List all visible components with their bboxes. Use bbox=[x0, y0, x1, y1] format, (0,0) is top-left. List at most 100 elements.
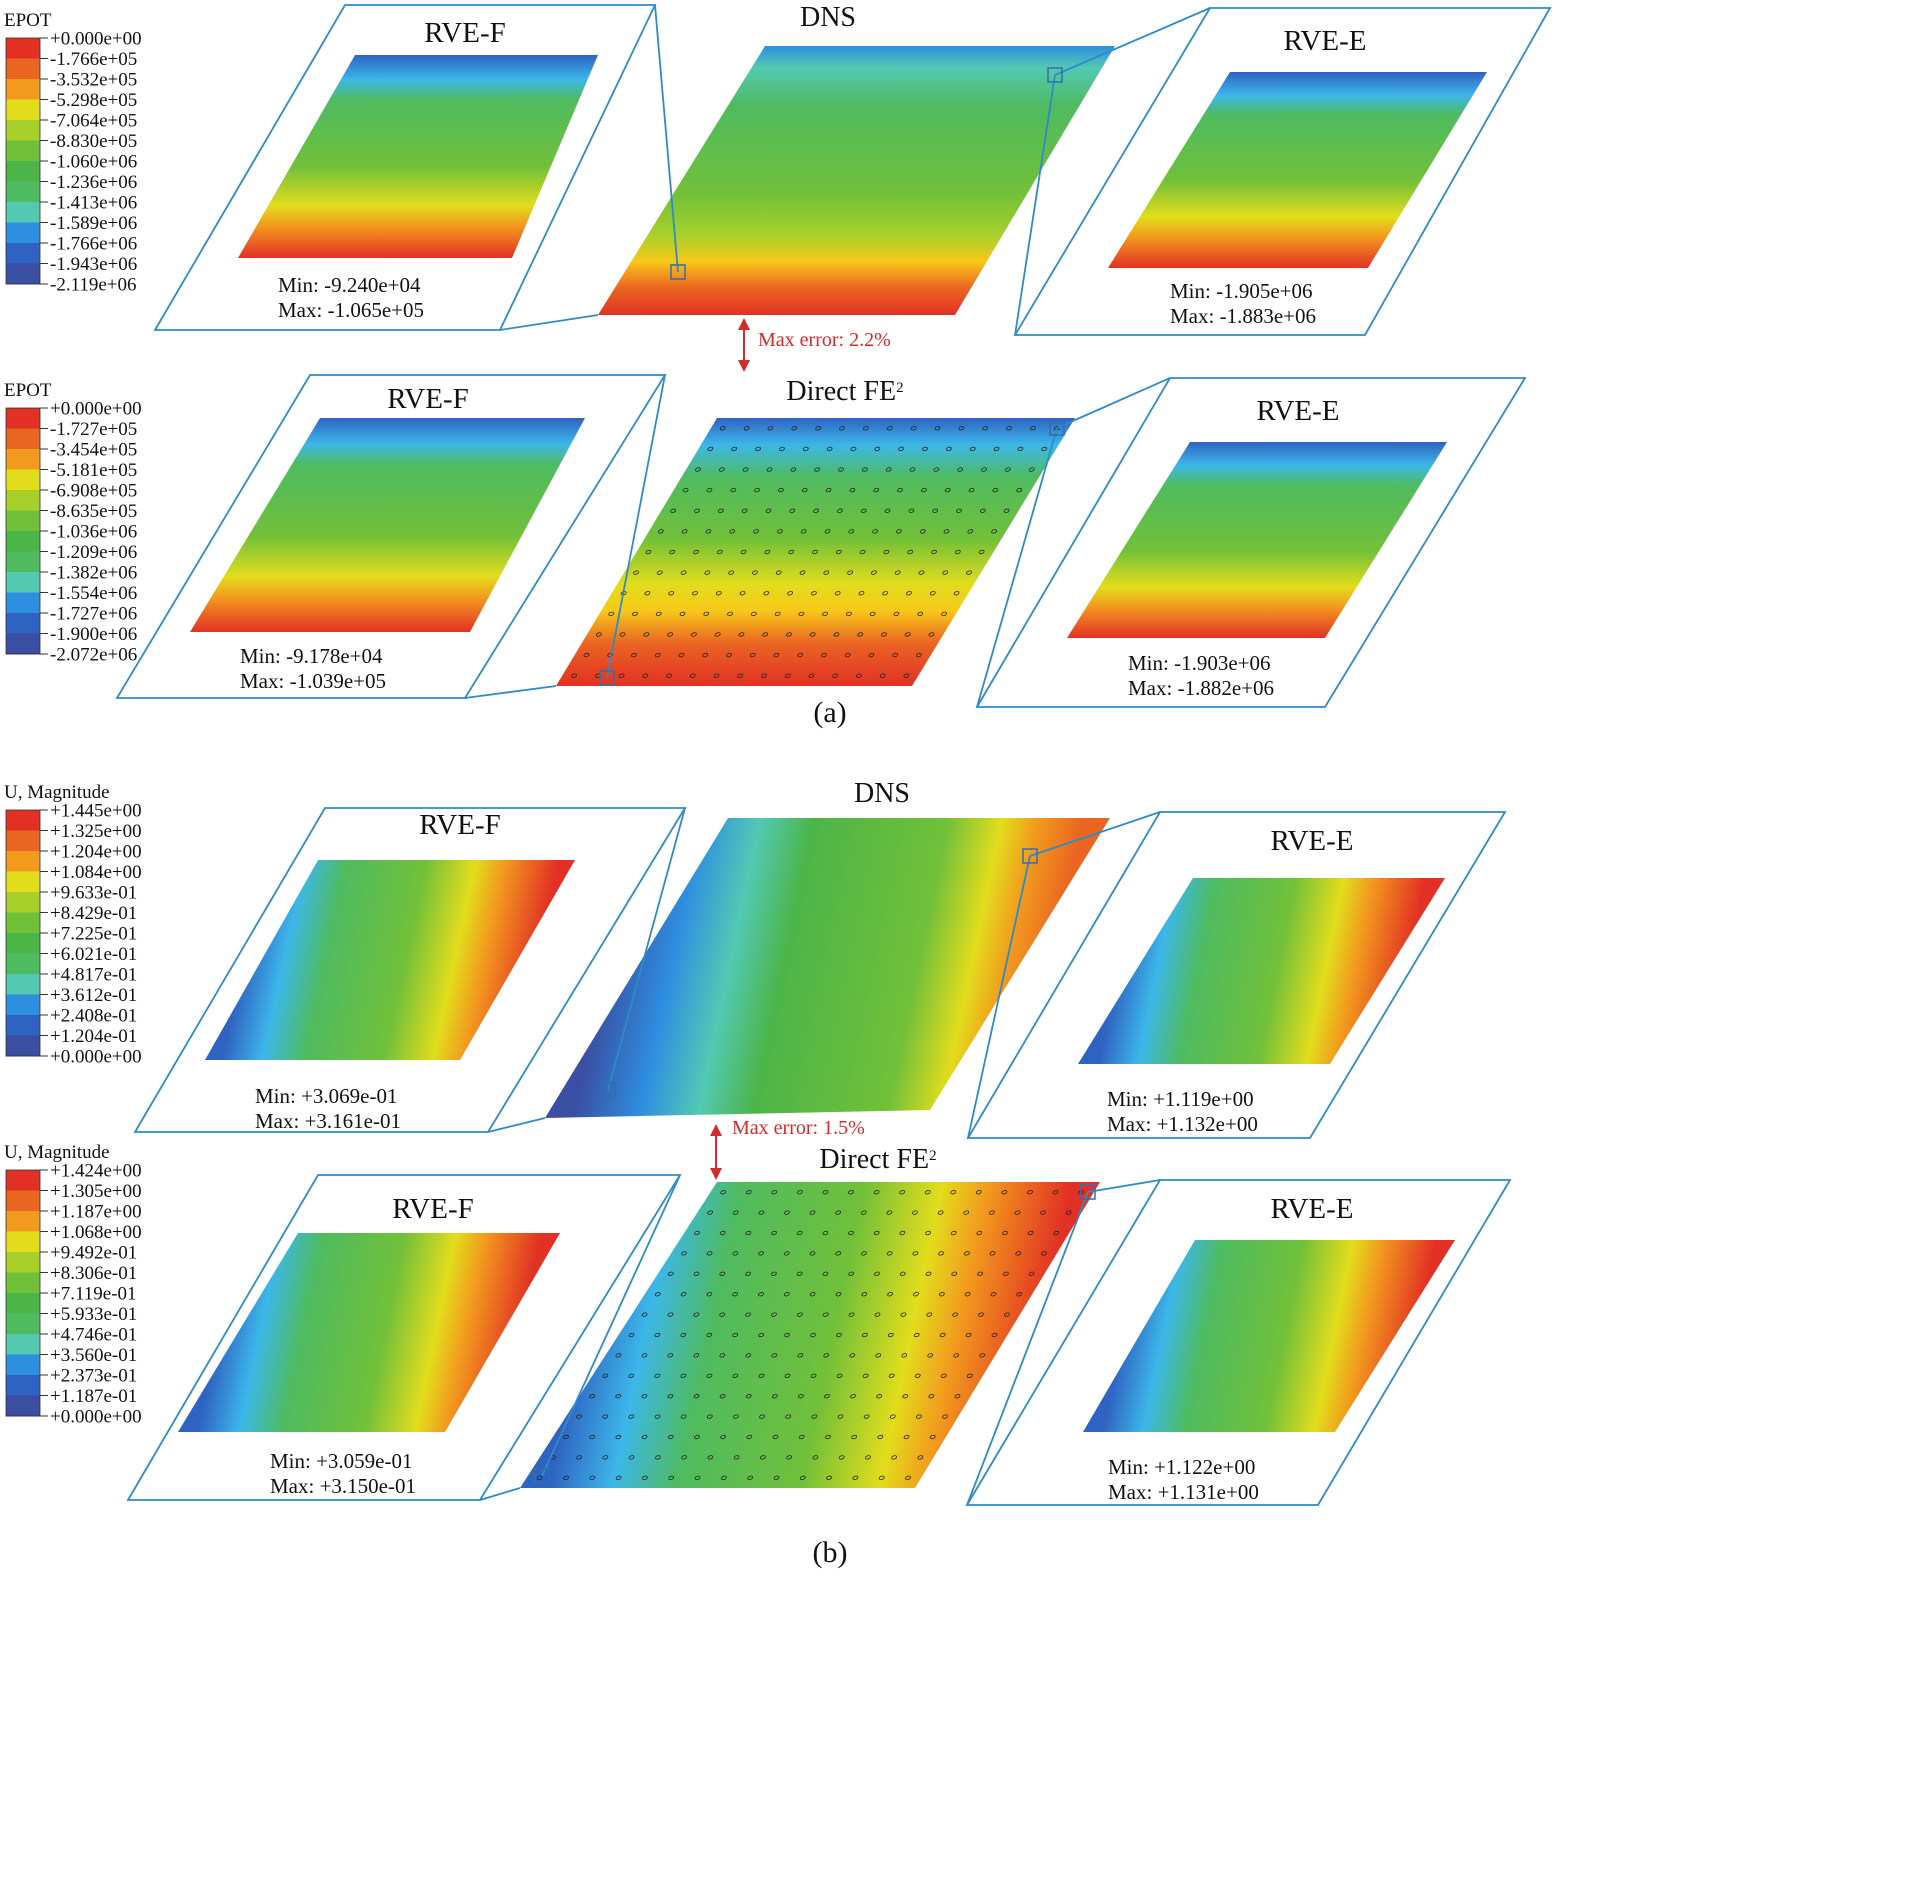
microstructure-inclusion-mark bbox=[992, 488, 999, 493]
microstructure-inclusion-mark bbox=[966, 1373, 973, 1378]
microstructure-inclusion-mark bbox=[758, 1251, 764, 1256]
microstructure-inclusion-mark bbox=[810, 591, 817, 596]
microstructure-inclusion-mark bbox=[563, 1475, 569, 1480]
microstructure-inclusion-mark bbox=[966, 570, 972, 575]
microstructure-inclusion-mark bbox=[773, 652, 780, 658]
microstructure-inclusion-mark bbox=[743, 426, 750, 431]
microstructure-inclusion-mark bbox=[904, 632, 911, 637]
microstructure-inclusion-mark bbox=[914, 1373, 921, 1378]
colorbar-swatch bbox=[6, 613, 40, 634]
microstructure-inclusion-mark bbox=[796, 1230, 803, 1236]
zoom-connector-line bbox=[499, 314, 599, 331]
microstructure-inclusion-mark bbox=[964, 1292, 971, 1297]
microstructure-inclusion-mark bbox=[909, 467, 916, 472]
microstructure-inclusion-mark bbox=[680, 570, 687, 575]
microstructure-inclusion-mark bbox=[941, 611, 947, 616]
microstructure-inclusion-mark bbox=[919, 529, 926, 534]
microstructure-inclusion-mark bbox=[989, 1251, 996, 1256]
microstructure-inclusion-mark bbox=[783, 1292, 790, 1297]
microstructure-inclusion-mark bbox=[933, 467, 940, 472]
microstructure-inclusion-mark bbox=[812, 1455, 819, 1460]
zoom-connector-line bbox=[976, 427, 1058, 708]
microstructure-inclusion-mark bbox=[791, 426, 798, 431]
microstructure-inclusion-mark bbox=[991, 1332, 998, 1338]
rve-e-max-value: Max: -1.883e+06 bbox=[1170, 304, 1316, 328]
microstructure-inclusion-mark bbox=[758, 1373, 765, 1378]
microstructure-inclusion-mark bbox=[772, 1434, 779, 1440]
microstructure-inclusion-mark bbox=[706, 1332, 713, 1338]
rve-f-min-value: Min: -9.178e+04 bbox=[240, 644, 383, 668]
microstructure-inclusion-mark bbox=[774, 611, 781, 616]
microstructure-inclusion-mark bbox=[824, 529, 831, 534]
rve-e-location-marker bbox=[1080, 1184, 1096, 1200]
microstructure-inclusion-mark bbox=[908, 508, 915, 513]
max-error-arrow bbox=[738, 318, 750, 372]
microstructure-inclusion-mark bbox=[815, 426, 822, 431]
microstructure-inclusion-mark bbox=[704, 570, 711, 575]
microstructure-inclusion-mark bbox=[771, 1353, 778, 1358]
microstructure-inclusion-mark bbox=[784, 1332, 790, 1338]
microstructure-inclusion-mark bbox=[720, 1434, 727, 1440]
microstructure-inclusion-mark bbox=[925, 1271, 932, 1276]
microstructure-inclusion-mark bbox=[848, 529, 855, 534]
legend-tick-label: -1.766e+06 bbox=[50, 234, 137, 255]
microstructure-inclusion-mark bbox=[602, 1414, 609, 1419]
microstructure-inclusion-mark bbox=[798, 611, 805, 616]
legend-tick-label: +1.204e-01 bbox=[50, 1026, 137, 1047]
microstructure-inclusion-mark bbox=[1003, 508, 1010, 513]
colorbar-legend bbox=[5, 37, 48, 285]
microstructure-inclusion-mark bbox=[928, 1394, 935, 1399]
zoom-connector-line bbox=[1014, 74, 1056, 336]
microstructure-inclusion-mark bbox=[707, 446, 714, 452]
microstructure-inclusion-mark bbox=[809, 632, 816, 637]
microstructure-inclusion-mark bbox=[811, 1414, 818, 1419]
microstructure-inclusion-mark bbox=[1016, 1292, 1023, 1297]
microstructure-inclusion-mark bbox=[898, 446, 905, 452]
microstructure-inclusion-mark bbox=[874, 1312, 881, 1317]
legend-tick-label: +1.187e+00 bbox=[50, 1202, 142, 1223]
legend-tick-label: +3.612e-01 bbox=[50, 985, 137, 1006]
microstructure-inclusion-mark bbox=[848, 1230, 854, 1236]
microstructure-inclusion-mark bbox=[874, 446, 881, 452]
legend-tick-label: -1.589e+06 bbox=[50, 213, 137, 234]
microstructure-inclusion-mark bbox=[835, 549, 842, 555]
colorbar-swatch bbox=[6, 58, 40, 80]
microstructure-inclusion-mark bbox=[822, 1230, 829, 1236]
microstructure-inclusion-mark bbox=[837, 508, 843, 513]
legend-tick-label: +7.119e-01 bbox=[50, 1284, 137, 1305]
microstructure-inclusion-mark bbox=[912, 1210, 918, 1215]
microstructure-inclusion-mark bbox=[694, 508, 700, 513]
microstructure-inclusion-mark bbox=[800, 529, 807, 534]
legend-tick-label: -1.382e+06 bbox=[50, 563, 137, 584]
microstructure-inclusion-mark bbox=[809, 1210, 816, 1215]
microstructure-inclusion-mark bbox=[916, 1414, 922, 1419]
microstructure-inclusion-mark bbox=[706, 1251, 713, 1256]
colorbar-swatch bbox=[6, 99, 40, 121]
microstructure-inclusion-mark bbox=[950, 1190, 957, 1195]
microstructure-inclusion-mark bbox=[883, 549, 890, 555]
microstructure-inclusion-mark bbox=[884, 508, 891, 513]
microstructure-inclusion-mark bbox=[796, 1190, 803, 1195]
microstructure-inclusion-mark bbox=[776, 529, 783, 534]
colorbar-swatch bbox=[6, 408, 40, 429]
zoom-connector-line bbox=[541, 1174, 681, 1477]
microstructure-inclusion-mark bbox=[583, 652, 590, 658]
microstructure-inclusion-mark bbox=[731, 446, 738, 452]
microstructure-inclusion-mark bbox=[874, 1271, 880, 1276]
rve-f-max-value: Max: -1.065e+05 bbox=[278, 298, 424, 322]
legend-tick-label: -1.900e+06 bbox=[50, 624, 137, 645]
microstructure-inclusion-mark bbox=[902, 1394, 909, 1399]
microstructure-inclusion-mark bbox=[927, 1353, 934, 1358]
microstructure-inclusion-mark bbox=[993, 446, 1000, 452]
zoom-connector-line bbox=[967, 855, 1031, 1139]
microstructure-inclusion-mark bbox=[693, 1271, 700, 1276]
microstructure-inclusion-mark bbox=[706, 1414, 713, 1419]
microstructure-inclusion-mark bbox=[745, 1353, 752, 1358]
microstructure-inclusion-mark bbox=[728, 570, 735, 575]
rve-f-title: RVE-F bbox=[424, 17, 505, 49]
microstructure-inclusion-mark bbox=[879, 673, 886, 678]
microstructure-inclusions bbox=[536, 1190, 1084, 1480]
max-error-arrow bbox=[710, 1124, 722, 1180]
microstructure-inclusion-mark bbox=[739, 591, 746, 596]
superscript: 2 bbox=[896, 380, 904, 396]
